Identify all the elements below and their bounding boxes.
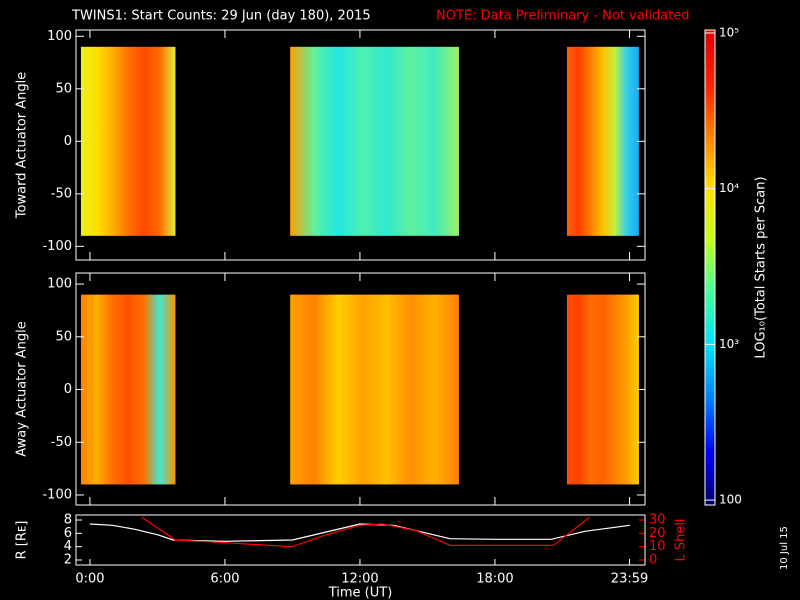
axes-frame [75,272,646,506]
colorbar-tick-label: 10⁵ [719,25,739,39]
y-tick-label: -50 [51,186,72,201]
y-tick-label: 4 [64,539,72,554]
axes-frame [75,29,646,261]
date-stamp: 10 Jul 15 [779,526,790,570]
data-block [290,46,459,236]
y-tick-label: -100 [42,239,72,254]
y-tick-label: 0 [64,134,72,149]
line-series [141,516,590,548]
y-axis-label: R [Rᴇ] [15,521,30,560]
note: NOTE: Data Preliminary - Not validated [436,9,690,24]
data-block [80,294,176,485]
y2-axis-label: L Shell [674,518,689,561]
x-axis-label: Time (UT) [328,586,393,600]
y-tick-label: 6 [64,526,72,541]
y-tick-label: 50 [55,81,72,96]
y-tick-label: 8 [64,513,72,528]
y-axis-label: Away Actuator Angle [15,321,30,456]
data-block [290,294,459,485]
data-block [566,294,639,485]
y2-tick-label: 10 [649,539,666,554]
y-tick-label: -100 [42,487,72,502]
colorbar [705,30,715,505]
colorbar-tick-label: 10³ [719,337,739,351]
y-tick-label: 50 [55,329,72,344]
colorbar-tick-label: 100 [719,493,742,507]
y2-tick-label: 30 [649,513,666,528]
data-block [566,46,639,236]
data-block [80,46,176,236]
y-tick-label: -50 [51,435,72,450]
x-tick-label: 18:00 [476,572,513,587]
x-tick-label: 0:00 [75,572,104,587]
colorbar-tick-label: 10⁴ [719,181,739,195]
axes-frame [75,514,646,566]
y-tick-label: 100 [47,277,72,292]
y2-tick-label: 0 [649,553,657,568]
colorbar-frame [704,29,716,506]
line-series [89,523,630,542]
x-tick-label: 12:00 [341,572,378,587]
y-tick-label: 0 [64,382,72,397]
chart-title: TWINS1: Start Counts: 29 Jun (day 180), … [71,9,371,24]
x-tick-label: 23:59 [611,572,648,587]
y2-tick-label: 20 [649,526,666,541]
y-tick-label: 2 [64,553,72,568]
colorbar-label: LOG₁₀(Total Starts per Scan) [754,176,769,358]
x-tick-label: 6:00 [210,572,239,587]
y-axis-label: Toward Actuator Angle [15,72,30,219]
y-tick-label: 100 [47,29,72,44]
